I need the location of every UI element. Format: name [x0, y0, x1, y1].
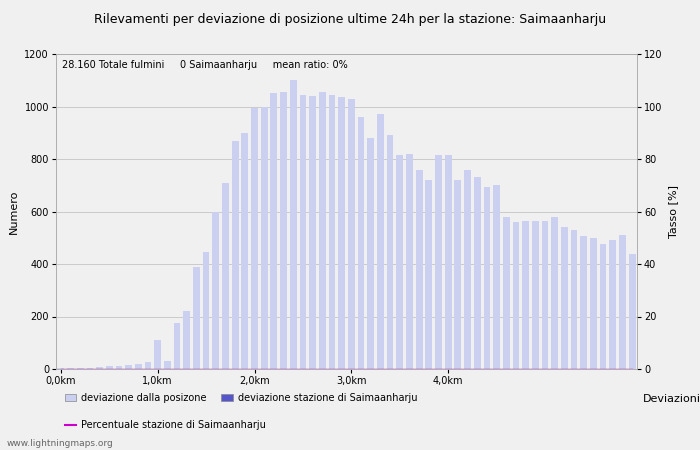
Text: 28.160 Totale fulmini     0 Saimaanharju     mean ratio: 0%: 28.160 Totale fulmini 0 Saimaanharju mea… [62, 60, 348, 70]
Bar [67, 368, 74, 369]
Bar [416, 170, 423, 369]
Bar [426, 180, 432, 369]
Bar [610, 240, 616, 369]
Bar [512, 222, 519, 369]
Bar [251, 108, 258, 369]
Bar [174, 323, 181, 369]
Bar [300, 94, 307, 369]
Bar [319, 92, 326, 369]
Bar [368, 138, 374, 369]
Bar [552, 217, 558, 369]
Bar [503, 217, 510, 369]
Bar [348, 99, 355, 369]
Bar [261, 107, 267, 369]
Bar [561, 227, 568, 369]
Bar [290, 80, 297, 369]
Bar [600, 244, 606, 369]
Bar [484, 187, 490, 369]
Bar [590, 238, 597, 369]
Bar [154, 340, 161, 369]
Bar [135, 364, 141, 369]
Bar [222, 183, 229, 369]
Bar [87, 368, 93, 369]
Bar [464, 170, 471, 369]
Bar [270, 94, 277, 369]
Bar [328, 94, 335, 369]
Bar [309, 96, 316, 369]
Legend: Percentuale stazione di Saimaanharju: Percentuale stazione di Saimaanharju [61, 416, 270, 434]
Text: Deviazioni: Deviazioni [643, 394, 700, 404]
Bar [193, 266, 199, 369]
Bar [183, 311, 190, 369]
Bar [358, 117, 365, 369]
Bar [377, 114, 384, 369]
Bar [532, 220, 539, 369]
Bar [386, 135, 393, 369]
Bar [580, 236, 587, 369]
Bar [542, 220, 548, 369]
Bar [444, 155, 452, 369]
Bar [338, 97, 345, 369]
Bar [280, 92, 287, 369]
Bar [125, 365, 132, 369]
Bar [406, 154, 413, 369]
Bar [203, 252, 209, 369]
Bar [106, 366, 113, 369]
Legend: deviazione dalla posizone, deviazione stazione di Saimaanharju: deviazione dalla posizone, deviazione st… [61, 389, 421, 407]
Y-axis label: Tasso [%]: Tasso [%] [668, 185, 678, 238]
Bar [396, 155, 403, 369]
Bar [96, 367, 103, 369]
Bar [629, 253, 636, 369]
Bar [232, 140, 239, 369]
Y-axis label: Numero: Numero [9, 189, 19, 234]
Bar [77, 368, 83, 369]
Bar [164, 361, 171, 369]
Text: www.lightningmaps.org: www.lightningmaps.org [7, 439, 113, 448]
Bar [241, 133, 248, 369]
Bar [570, 230, 578, 369]
Bar [116, 366, 122, 369]
Bar [619, 235, 626, 369]
Bar [435, 155, 442, 369]
Bar [494, 185, 500, 369]
Text: Rilevamenti per deviazione di posizione ultime 24h per la stazione: Saimaanharju: Rilevamenti per deviazione di posizione … [94, 14, 606, 27]
Bar [474, 177, 481, 369]
Bar [212, 212, 219, 369]
Bar [522, 220, 529, 369]
Bar [454, 180, 461, 369]
Bar [145, 362, 151, 369]
